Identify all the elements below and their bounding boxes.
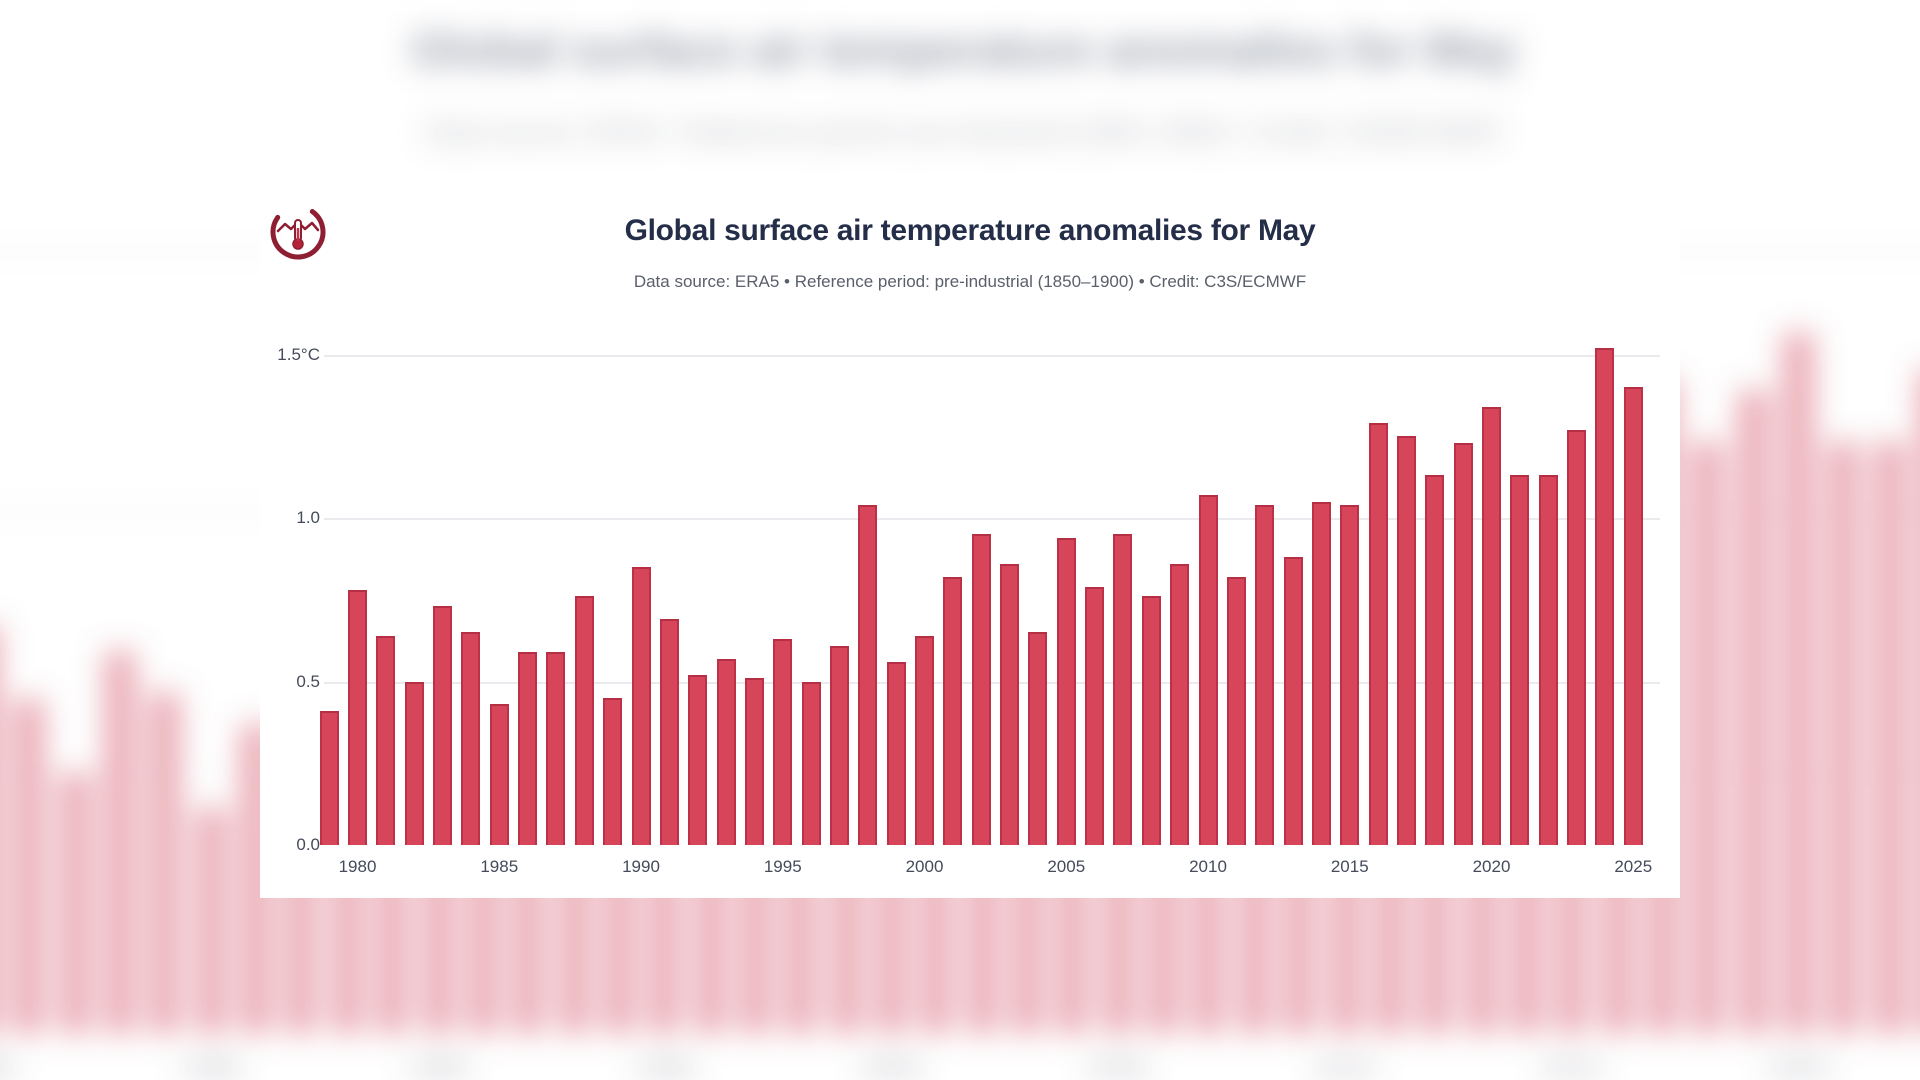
bar-2010	[1198, 495, 1218, 845]
gridline-1.5°C	[324, 354, 1660, 357]
bar-2004	[1028, 632, 1048, 845]
bar-2022	[1538, 475, 1558, 845]
y-tick-label-0.5: 0.5	[296, 671, 320, 691]
bar-2018	[1692, 442, 1723, 1034]
bar-1986	[518, 652, 538, 845]
x-tick-label-2005: 2005	[1047, 857, 1086, 876]
x-tick-label-2020: 2020	[1768, 1053, 1829, 1080]
bar-1990	[631, 567, 651, 845]
bar-2019	[1453, 442, 1473, 845]
bar-1995	[773, 638, 793, 845]
bar-1991	[659, 619, 679, 845]
x-tick-label-2000: 2000	[905, 857, 944, 876]
bar-2021	[1510, 475, 1530, 845]
x-tick-label-2010: 2010	[1314, 1053, 1376, 1080]
bar-1987	[546, 652, 566, 845]
logo-pulse-line-left	[276, 222, 297, 233]
bar-2016	[1368, 423, 1388, 845]
logo-pulse-line-right	[299, 221, 320, 232]
gridline-0.5	[324, 681, 1660, 684]
bar-1997	[829, 645, 849, 845]
chart-scene: Global surface air temperature anomalies…	[260, 185, 1680, 898]
bar-2009	[1170, 563, 1190, 845]
bar-2013	[1283, 557, 1303, 845]
x-tick-label-2000: 2000	[860, 1053, 922, 1080]
bar-1988	[574, 596, 594, 845]
bar-1998	[858, 504, 878, 845]
bar-2025	[1623, 387, 1643, 845]
bar-2020	[1482, 406, 1501, 845]
bar-1979	[319, 710, 339, 845]
bar-2005	[1056, 537, 1076, 845]
x-tick-label-2020: 2020	[1472, 857, 1511, 876]
x-tick-label-1990: 1990	[622, 857, 660, 876]
bar-2012	[1255, 504, 1275, 845]
bar-2015	[1340, 504, 1360, 845]
bar-1982	[59, 772, 90, 1034]
bar-2008	[1141, 596, 1161, 845]
bar-2024	[1595, 347, 1615, 845]
bar-2000	[915, 635, 934, 845]
bar-2021	[1828, 442, 1859, 1034]
bar-2003	[1000, 563, 1020, 845]
chart-subtitle: Data source: ERA5 • Reference period: pr…	[633, 272, 1307, 291]
x-tick-label-2005: 2005	[1087, 1053, 1149, 1080]
bar-2014	[1311, 501, 1331, 845]
bar-2001	[943, 576, 963, 845]
x-tick-label-2015: 2015	[1330, 857, 1369, 876]
bar-2023	[1567, 429, 1587, 845]
chart-title: Global surface air temperature anomalies…	[624, 214, 1316, 247]
x-tick-label-1990: 1990	[407, 1053, 468, 1080]
bar-1982	[404, 681, 424, 845]
bar-1985	[195, 809, 226, 1034]
bar-2017	[1396, 436, 1416, 845]
bar-1992	[688, 674, 708, 845]
bar-2011	[1226, 576, 1246, 845]
x-tick-label-1995: 1995	[634, 1053, 695, 1080]
bar-1983	[433, 606, 453, 845]
logo-ring	[270, 204, 326, 260]
bar-2020	[1783, 332, 1814, 1034]
x-tick-label-1980: 1980	[338, 857, 377, 876]
x-tick-label-1985: 1985	[180, 1053, 242, 1080]
bar-1985	[489, 704, 509, 845]
bar-1996	[801, 681, 821, 845]
chart-subtitle: Data source: ERA5 • Reference period: pr…	[426, 117, 1502, 148]
bar-2006	[1085, 586, 1105, 845]
bar-1983	[104, 652, 136, 1034]
y-tick-label-1.5°C: 1.5°C	[277, 344, 320, 364]
bar-2022	[1873, 442, 1905, 1034]
bar-2019	[1737, 390, 1769, 1034]
chart-title: Global surface air temperature anomalies…	[411, 24, 1517, 78]
bar-1994	[744, 678, 764, 845]
c3s-climate-pulse-logo	[270, 204, 326, 260]
y-tick-label-0.0: 0.0	[296, 835, 320, 854]
bar-1993	[716, 658, 736, 845]
x-tick-label-2010: 2010	[1189, 857, 1227, 876]
bar-1981	[376, 635, 396, 845]
bar-1980	[348, 589, 367, 845]
x-tick-label-2015: 2015	[1541, 1053, 1602, 1080]
x-tick-label-1995: 1995	[763, 857, 802, 876]
x-tick-label-1980: 1980	[0, 1053, 15, 1080]
bar-1984	[150, 693, 181, 1034]
x-tick-label-1985: 1985	[480, 857, 519, 876]
gridline-1.0	[324, 518, 1660, 520]
bar-1989	[603, 697, 623, 845]
bar-1981	[14, 699, 45, 1034]
bar-2007	[1113, 534, 1133, 845]
chart-card: Global surface air temperature anomalies…	[260, 185, 1680, 898]
bar-2002	[971, 534, 991, 845]
x-tick-label-2025: 2025	[1614, 857, 1653, 876]
bar-1984	[461, 632, 481, 845]
plot-area: 0.0 0.5 1.0 1.5°C 1980 1985 1990 1995 2000 2005 20…	[260, 185, 1680, 898]
bar-1999	[886, 661, 906, 845]
y-tick-label-1.0: 1.0	[296, 508, 320, 527]
bar-2018	[1425, 475, 1445, 845]
